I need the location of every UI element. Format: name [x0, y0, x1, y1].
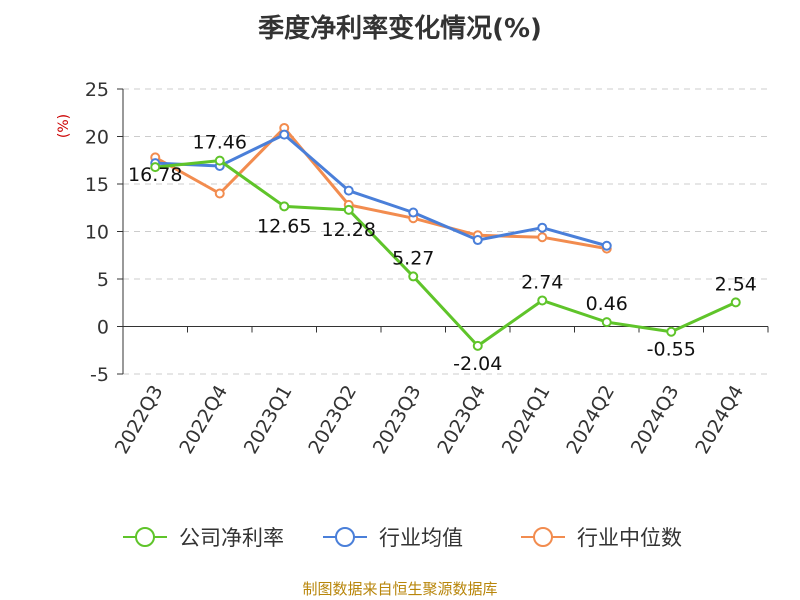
y-tick-label: 20	[85, 127, 109, 149]
data-source-note: 制图数据来自恒生聚源数据库	[302, 580, 498, 598]
legend-item-0[interactable]: 公司净利率	[123, 526, 284, 550]
data-label: -2.04	[453, 353, 502, 375]
data-point	[343, 204, 354, 215]
x-tick-label: 2024Q4	[691, 382, 748, 458]
data-label: 16.78	[128, 164, 182, 186]
x-tick-label: 2024Q2	[562, 382, 619, 458]
series-lines	[150, 122, 741, 351]
data-label: 2.74	[521, 271, 563, 293]
data-label: 2.54	[715, 273, 757, 295]
data-labels: 16.78 17.46 12.65 12.28 5.27 -2.04 2.74 0.46 -0.…	[128, 132, 757, 375]
y-tick-label: 0	[97, 317, 109, 339]
y-tick-label: 25	[85, 79, 109, 101]
series-line-1	[155, 133, 608, 248]
legend-marker	[135, 527, 155, 547]
data-point	[601, 240, 612, 251]
data-point	[472, 235, 483, 246]
y-tick-label: -5	[90, 364, 109, 386]
data-label: 12.28	[322, 219, 376, 241]
data-label: 5.27	[392, 247, 434, 269]
x-tick-label: 2023Q2	[304, 382, 361, 458]
legend-marker	[533, 527, 553, 547]
legend-marker	[335, 527, 355, 547]
y-tick-label: 10	[85, 222, 109, 244]
data-point	[279, 201, 290, 212]
y-tick-label: 5	[97, 269, 109, 291]
data-point	[214, 155, 225, 166]
legend-label: 行业均值	[379, 526, 463, 550]
data-label: 12.65	[257, 215, 311, 237]
data-point	[150, 162, 161, 173]
x-tick-label: 2023Q4	[433, 382, 490, 458]
y-tick-label: 15	[85, 174, 109, 196]
legend-item-1[interactable]: 行业均值	[323, 526, 463, 550]
x-tick-label: 2022Q3	[111, 382, 168, 458]
data-point	[279, 129, 290, 140]
data-label: -0.55	[647, 339, 696, 361]
series-line-2	[154, 126, 608, 251]
data-point	[408, 271, 419, 282]
legend-item-2[interactable]: 行业中位数	[521, 526, 682, 550]
data-point	[343, 185, 354, 196]
data-label: 0.46	[586, 293, 628, 315]
data-point	[214, 188, 225, 199]
chart-title: 季度净利率变化情况(%)	[258, 14, 542, 44]
x-tick-label: 2023Q1	[240, 382, 297, 458]
x-tick-label: 2024Q1	[498, 382, 555, 458]
data-point	[601, 317, 612, 328]
data-label: 17.46	[193, 132, 247, 154]
data-point	[408, 207, 419, 218]
x-tick-label: 2023Q3	[369, 382, 426, 458]
y-unit-label: (%)	[56, 114, 72, 138]
data-point	[472, 340, 483, 351]
legend-label: 公司净利率	[179, 526, 284, 550]
x-tick-label: 2022Q4	[175, 382, 232, 458]
data-point	[666, 326, 677, 337]
data-point	[537, 222, 548, 233]
series-line-0	[155, 159, 737, 348]
x-tick-label: 2024Q3	[627, 382, 684, 458]
legend: 公司净利率 行业均值 行业中位数	[123, 526, 682, 550]
data-point	[537, 232, 548, 243]
data-point	[537, 295, 548, 306]
data-point	[730, 297, 741, 308]
legend-label: 行业中位数	[577, 526, 682, 550]
